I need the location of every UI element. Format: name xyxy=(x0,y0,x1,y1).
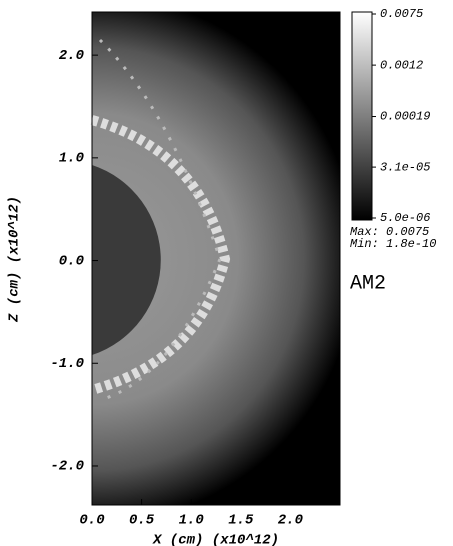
x-tick-label: 0.5 xyxy=(129,513,155,529)
y-tick-label: 0.0 xyxy=(59,253,84,269)
y-tick-label: -1.0 xyxy=(50,356,84,372)
colorbar xyxy=(352,12,372,220)
colorbar-tick-label: 0.0075 xyxy=(380,7,423,21)
x-tick-label: 0.0 xyxy=(79,513,104,529)
min-value: 1.8e-10 xyxy=(386,237,436,251)
x-tick-label: 2.0 xyxy=(278,513,303,529)
colorbar-tick-label: 5.0e-06 xyxy=(380,211,430,225)
colorbar-tick-label: 3.1e-05 xyxy=(380,160,430,174)
y-tick-label: -2.0 xyxy=(50,459,84,475)
colorbar-tick-label: 0.00019 xyxy=(380,110,430,124)
y-tick-label: 1.0 xyxy=(59,151,84,167)
y-axis-label: Z (cm) (x10^12) xyxy=(7,196,23,323)
y-tick-label: 2.0 xyxy=(59,48,84,64)
x-tick-label: 1.0 xyxy=(179,513,204,529)
x-tick-label: 1.5 xyxy=(228,513,254,529)
chart: X (cm) (x10^12) Z (cm) (x10^12) Max: 0.0… xyxy=(0,0,453,546)
annotation: AM2 xyxy=(350,272,386,295)
min-label: Min: xyxy=(350,237,379,251)
colorbar-tick-label: 0.0012 xyxy=(380,58,423,72)
x-axis-label: X (cm) (x10^12) xyxy=(152,533,279,546)
